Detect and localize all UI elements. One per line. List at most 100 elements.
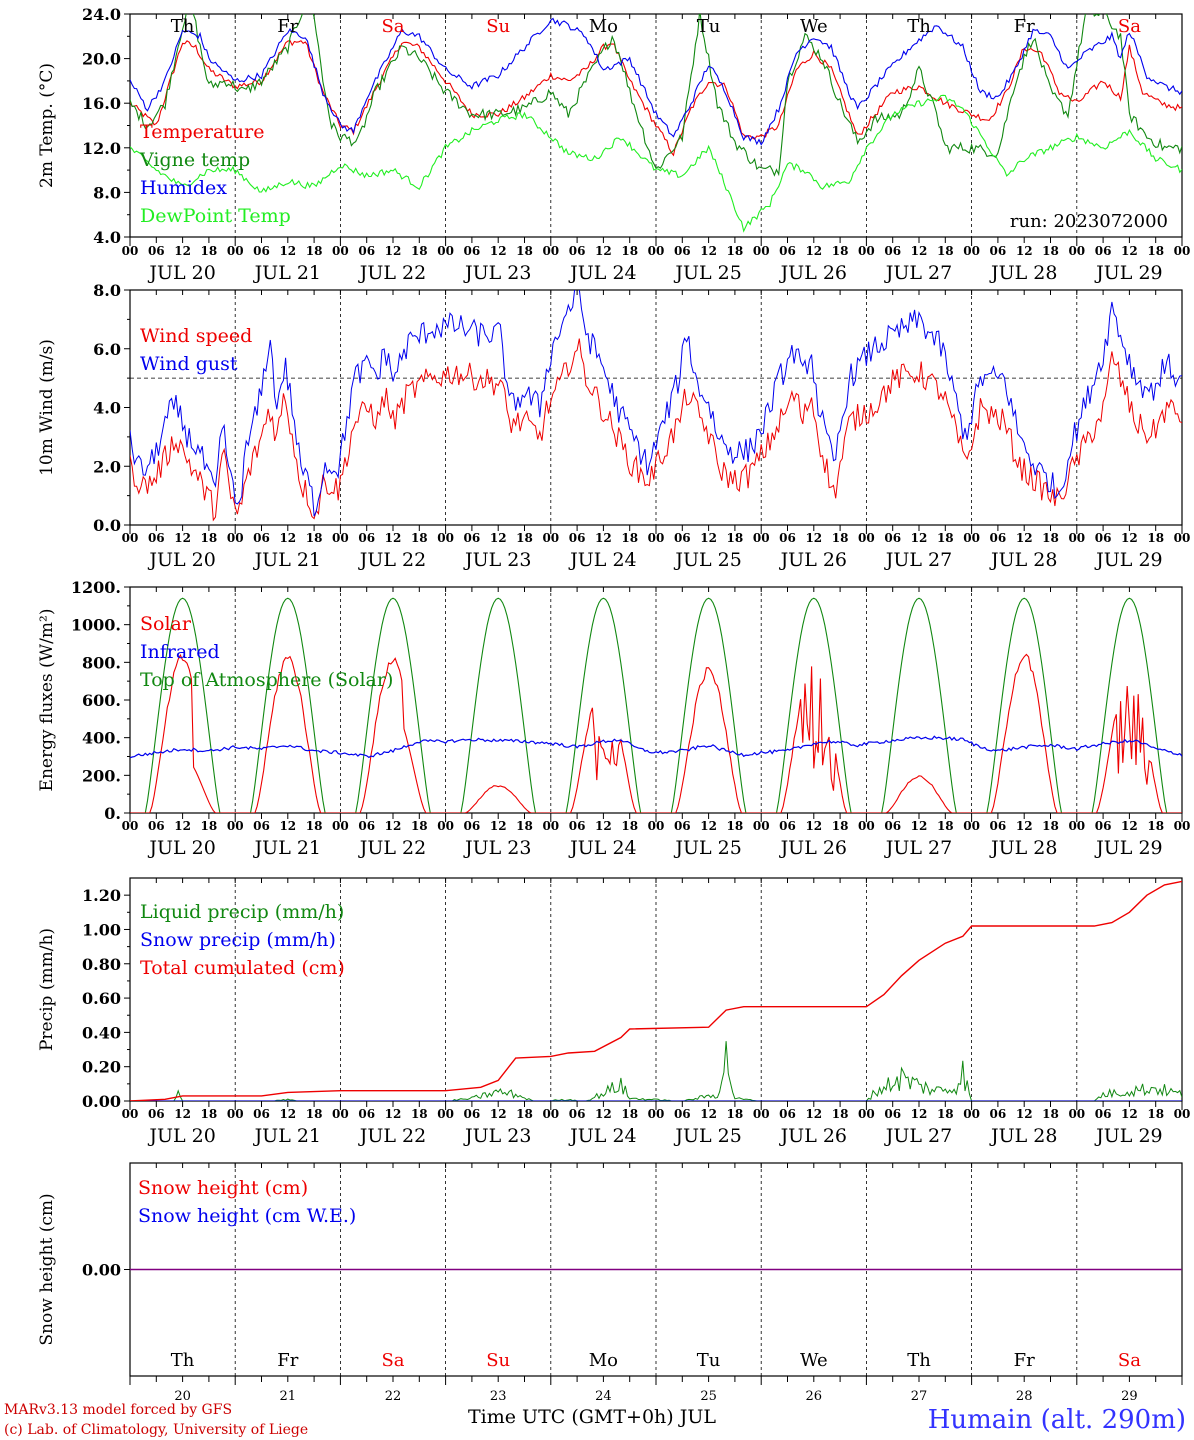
x-hour-label: 00 xyxy=(648,1107,665,1121)
x-hour-label: 18 xyxy=(727,819,744,833)
y-tick-label: 0.00 xyxy=(82,1092,121,1111)
x-hour-label: 18 xyxy=(621,244,638,258)
x-hour-label: 12 xyxy=(805,531,822,545)
x-hour-label: 00 xyxy=(858,244,875,258)
x-hour-label: 12 xyxy=(911,531,928,545)
x-hour-label: 00 xyxy=(963,531,980,545)
x-hour-label: 06 xyxy=(358,244,375,258)
y-tick-label: 600. xyxy=(82,691,121,710)
x-hour-label: 06 xyxy=(253,819,270,833)
x-hour-label: 18 xyxy=(832,1107,849,1121)
x-axis: 00 06 12 18 00 06 12 18 00 06 12 18 00 06 12 18 00 06 12 18… xyxy=(122,290,1191,571)
legend-entry: Temperature xyxy=(140,121,264,143)
x-date-label: JUL 20 xyxy=(147,1125,215,1147)
x-date-label: JUL 24 xyxy=(568,262,636,284)
x-hour-label: 00 xyxy=(1068,531,1085,545)
day-name-label: We xyxy=(800,16,828,37)
x-hour-label: 18 xyxy=(411,1107,428,1121)
x-date-label: JUL 28 xyxy=(989,837,1057,859)
day-name-label: Th xyxy=(171,1350,195,1371)
y-tick-label: 0.0 xyxy=(93,516,121,535)
legend-entry: Wind gust xyxy=(140,353,238,375)
x-date-label: JUL 25 xyxy=(673,549,741,571)
x-hour-label: 06 xyxy=(358,1107,375,1121)
series-line-solar xyxy=(130,653,1182,813)
x-hour-label: 18 xyxy=(937,531,954,545)
x-hour-label: 18 xyxy=(1147,1107,1164,1121)
x-hour-label: 18 xyxy=(1147,244,1164,258)
x-hour-label: 18 xyxy=(621,531,638,545)
y-tick-label: 12.0 xyxy=(82,139,121,158)
x-hour-label: 12 xyxy=(385,819,402,833)
day-name-label: Su xyxy=(486,16,510,37)
y-axis-title: Snow height (cm) xyxy=(37,1193,57,1345)
y-axis: 0. 200. 400. 600. 800. 1000. 1200. xyxy=(71,578,130,823)
x-date-label: JUL 29 xyxy=(1094,1125,1162,1147)
x-hour-label: 00 xyxy=(753,531,770,545)
x-hour-label: 12 xyxy=(805,1107,822,1121)
x-hour-label: 12 xyxy=(1121,244,1138,258)
day-name-label: Sa xyxy=(381,16,404,37)
series-line-infrared xyxy=(130,735,1182,759)
run-annotation: run: 2023072000 xyxy=(1010,211,1168,232)
footer-credit-line1: MARv3.13 model forced by GFS xyxy=(4,1402,232,1418)
x-hour-label: 12 xyxy=(1121,1107,1138,1121)
y-tick-label: 8.0 xyxy=(93,281,121,300)
day-date-label: 20 xyxy=(174,1389,191,1404)
legend-entry: Snow height (cm) xyxy=(138,1177,308,1199)
x-date-label: JUL 25 xyxy=(673,262,741,284)
x-hour-label: 00 xyxy=(437,244,454,258)
y-tick-label: 0.00 xyxy=(82,1261,121,1280)
x-date-label: JUL 22 xyxy=(358,1125,426,1147)
x-hour-label: 00 xyxy=(122,1107,139,1121)
x-hour-label: 12 xyxy=(911,244,928,258)
x-hour-label: 06 xyxy=(464,531,481,545)
x-hour-label: 00 xyxy=(963,1107,980,1121)
x-hour-label: 00 xyxy=(227,244,244,258)
x-hour-label: 00 xyxy=(1174,531,1191,545)
x-hour-label: 00 xyxy=(963,244,980,258)
x-hour-label: 06 xyxy=(884,244,901,258)
x-hour-label: 06 xyxy=(884,531,901,545)
day-name-label: Sa xyxy=(381,1350,404,1371)
chart-panel-4: 0.00 0.20 0.40 0.60 0.80 1.00 1.20 Precip (mm/h… xyxy=(37,877,1190,1147)
x-hour-label: 18 xyxy=(727,1107,744,1121)
series-line-3 xyxy=(130,94,1182,233)
legend-entry: Top of Atmosphere (Solar) xyxy=(140,669,393,691)
x-hour-label: 00 xyxy=(753,819,770,833)
x-hour-label: 00 xyxy=(542,244,559,258)
x-hour-label: 12 xyxy=(279,244,296,258)
x-hour-label: 06 xyxy=(148,819,165,833)
x-hour-label: 06 xyxy=(884,819,901,833)
x-axis: 00 06 12 18 00 06 12 18 00 06 12 18 00 06 12 18 00 06 12 18… xyxy=(122,587,1190,859)
x-hour-label: 00 xyxy=(332,819,349,833)
y-tick-label: 1200. xyxy=(71,578,121,597)
x-hour-label: 06 xyxy=(674,819,691,833)
x-date-label: JUL 26 xyxy=(779,549,847,571)
x-date-label: JUL 25 xyxy=(673,837,741,859)
x-date-label: JUL 27 xyxy=(884,1125,952,1147)
x-hour-label: 12 xyxy=(279,1107,296,1121)
x-hour-label: 06 xyxy=(569,1107,586,1121)
x-hour-label: 00 xyxy=(332,531,349,545)
x-date-label: JUL 29 xyxy=(1094,262,1162,284)
x-date-label: JUL 23 xyxy=(463,549,531,571)
x-hour-label: 12 xyxy=(1016,531,1033,545)
x-hour-label: 12 xyxy=(490,531,507,545)
x-hour-label: 12 xyxy=(700,531,717,545)
x-date-label: JUL 24 xyxy=(568,1125,636,1147)
x-hour-label: 06 xyxy=(253,1107,270,1121)
x-hour-label: 18 xyxy=(411,819,428,833)
x-hour-label: 06 xyxy=(779,531,796,545)
x-hour-label: 06 xyxy=(253,531,270,545)
x-date-label: JUL 26 xyxy=(779,837,847,859)
y-tick-label: 400. xyxy=(82,729,121,748)
y-tick-label: 4.0 xyxy=(93,228,121,247)
y-tick-label: 4.0 xyxy=(93,399,121,418)
x-hour-label: 18 xyxy=(832,819,849,833)
x-hour-label: 06 xyxy=(990,531,1007,545)
day-date-label: 25 xyxy=(700,1389,717,1404)
x-hour-label: 06 xyxy=(464,244,481,258)
plot-area xyxy=(130,880,1182,1101)
day-name-label: Mo xyxy=(589,16,618,37)
